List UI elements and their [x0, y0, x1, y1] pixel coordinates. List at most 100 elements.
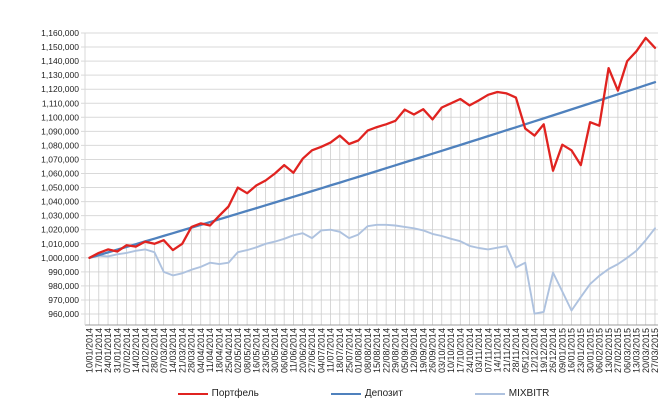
x-tick-label: 21/03/2014	[177, 328, 187, 373]
x-tick-label: 19/12/2014	[539, 328, 549, 373]
x-tick-label: 05/09/2014	[400, 328, 410, 373]
y-tick-label: 1,070,000	[41, 154, 79, 164]
legend-item-portfolio: Портфель	[177, 388, 259, 399]
x-tick-label: 27/03/2015	[650, 328, 660, 373]
y-tick-label: 970,000	[48, 295, 79, 305]
x-tick-label: 28/11/2014	[511, 328, 521, 372]
x-tick-label: 26/12/2014	[548, 328, 558, 373]
x-tick-label: 10/01/2014	[85, 328, 95, 373]
legend-line-swatch-portfolio	[177, 393, 208, 395]
y-tick-label: 1,060,000	[41, 169, 79, 179]
x-tick-label: 30/05/2014	[270, 328, 280, 373]
y-tick-label: 980,000	[48, 281, 79, 291]
legend-item-deposit: Депозит	[330, 388, 403, 399]
x-tick-label: 19/09/2014	[418, 328, 428, 373]
x-tick-label: 23/05/2014	[261, 328, 271, 373]
x-tick-label: 18/07/2014	[335, 328, 345, 373]
x-tick-label: 05/12/2014	[520, 328, 530, 373]
y-tick-label: 1,110,000	[42, 98, 79, 108]
x-tick-label: 30/01/2015	[585, 328, 595, 373]
x-tick-label: 22/08/2014	[381, 328, 391, 373]
x-tick-label: 27/02/2015	[613, 328, 623, 373]
x-tick-label: 11/07/2014	[326, 328, 336, 372]
x-tick-label: 12/09/2014	[409, 328, 419, 373]
x-tick-label: 04/04/2014	[196, 328, 206, 373]
x-tick-label: 03/11/2014	[474, 328, 484, 372]
x-tick-label: 04/07/2014	[316, 328, 326, 373]
axis-lines	[84, 33, 658, 326]
legend-item-mixbitr: MIXBITR	[474, 388, 550, 399]
series-line-portfolio	[88, 36, 657, 259]
x-tick-label: 20/06/2014	[298, 328, 308, 373]
x-tick-label: 14/11/2014	[493, 328, 503, 372]
x-tick-label: 29/08/2014	[391, 328, 401, 373]
y-tick-label: 1,130,000	[41, 70, 79, 80]
x-tick-label: 27/06/2014	[307, 328, 317, 373]
x-tick-label: 06/02/2015	[595, 328, 605, 373]
x-tick-label: 15/08/2014	[372, 328, 382, 373]
x-tick-label: 20/03/2015	[641, 328, 651, 373]
y-tick-label: 1,120,000	[41, 84, 79, 94]
y-tick-label: 1,100,000	[41, 112, 79, 122]
x-tick-label: 11/06/2014	[289, 328, 299, 372]
x-axis-tick-labels: 10/01/2014 17/01/2014 24/01/2014 31/01/2014…	[85, 328, 660, 373]
x-tick-label: 17/01/2014	[94, 328, 104, 373]
x-tick-label: 07/02/2014	[122, 328, 132, 373]
x-tick-label: 21/02/2014	[140, 328, 150, 373]
y-tick-label: 960,000	[48, 309, 79, 319]
y-tick-label: 1,160,000	[41, 28, 79, 38]
x-tick-label: 06/03/2015	[622, 328, 632, 373]
series-line-mixbitr	[88, 223, 656, 315]
x-tick-label: 26/09/2014	[428, 328, 438, 373]
legend-line-swatch-mixbitr	[474, 393, 505, 395]
x-tick-label: 13/03/2015	[632, 328, 642, 373]
x-tick-label: 14/03/2014	[168, 328, 178, 373]
chart-legend: Портфель Депозит MIXBITR	[28, 389, 671, 399]
x-tick-label: 08/08/2014	[363, 328, 373, 373]
y-axis-tick-labels: 1,160,000 1,150,000 1,140,000 1,130,000 1,12…	[41, 28, 79, 319]
x-tick-label: 28/03/2014	[187, 328, 197, 373]
x-tick-label: 07/11/2014	[483, 328, 493, 372]
legend-line-swatch-deposit	[330, 393, 361, 395]
x-tick-label: 06/06/2014	[279, 328, 289, 373]
x-tick-label: 24/01/2014	[103, 328, 113, 373]
x-tick-label: 12/12/2014	[530, 328, 540, 373]
y-tick-label: 1,140,000	[41, 56, 79, 66]
x-tick-label: 31/01/2014	[113, 328, 123, 373]
legend-label-mixbitr: MIXBITR	[508, 388, 550, 399]
y-tick-label: 990,000	[48, 267, 79, 277]
x-tick-label: 16/01/2015	[567, 328, 577, 373]
x-tick-label: 16/05/2014	[252, 328, 262, 373]
x-tick-label: 21/11/2014	[502, 328, 512, 372]
x-tick-label: 18/04/2014	[214, 328, 224, 373]
x-tick-label: 13/02/2015	[604, 328, 614, 373]
x-tick-label: 25/07/2014	[344, 328, 354, 373]
x-tick-label: 25/04/2014	[224, 328, 234, 373]
y-tick-label: 1,150,000	[41, 42, 79, 52]
x-tick-label: 28/02/2014	[150, 328, 160, 373]
horizontal-gridlines	[81, 32, 658, 315]
y-tick-label: 1,030,000	[41, 211, 79, 221]
y-tick-label: 1,020,000	[41, 225, 79, 235]
y-tick-label: 1,090,000	[41, 126, 79, 136]
y-tick-label: 1,080,000	[41, 140, 79, 150]
y-tick-label: 1,010,000	[41, 239, 79, 249]
x-tick-label: 17/10/2014	[456, 328, 466, 373]
x-tick-label: 03/10/2014	[437, 328, 447, 373]
legend-label-deposit: Депозит	[364, 388, 403, 399]
x-tick-label: 07/03/2014	[159, 328, 169, 373]
drop-lines	[89, 37, 656, 325]
y-tick-label: 1,050,000	[41, 183, 79, 193]
x-tick-label: 14/02/2014	[131, 328, 141, 373]
x-tick-label: 02/05/2014	[233, 328, 243, 373]
y-tick-label: 1,040,000	[41, 197, 79, 207]
x-tick-label: 10/10/2014	[446, 328, 456, 373]
x-tick-label: 01/08/2014	[354, 328, 364, 373]
x-tick-label: 09/01/2015	[557, 328, 567, 373]
legend-label-portfolio: Портфель	[211, 388, 259, 399]
x-tick-label: 23/01/2015	[576, 328, 586, 373]
y-tick-label: 1,000,000	[41, 253, 79, 263]
x-tick-label: 24/10/2014	[465, 328, 475, 373]
